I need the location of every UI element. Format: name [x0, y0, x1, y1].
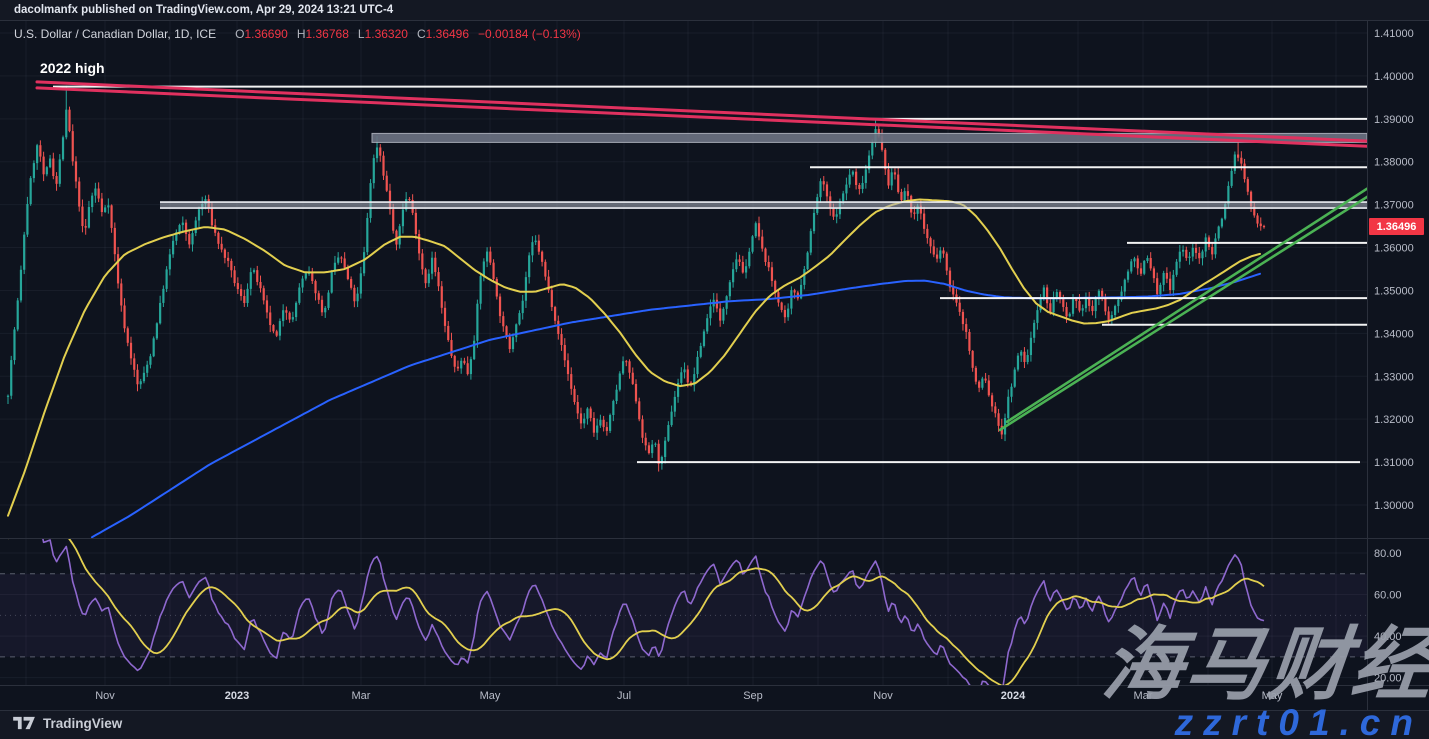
high-label: H [296, 27, 306, 41]
time-axis-label: Nov [873, 690, 893, 702]
price-axis-label: 1.36000 [1374, 243, 1414, 255]
low-label: L [357, 27, 365, 41]
time-axis-label: May [480, 690, 501, 702]
rsi-axis-label: 60.00 [1374, 590, 1402, 602]
rsi-scale[interactable]: 80.00 60.00 40.00 20.00 [1374, 548, 1402, 685]
time-axis-label: Sep [743, 690, 763, 702]
trendline-ascending-support-2 [1005, 187, 1367, 424]
price-axis-label: 1.38000 [1374, 157, 1414, 169]
trendline-ascending-support-1 [998, 195, 1367, 432]
rsi-axis-label: 20.00 [1374, 673, 1402, 685]
time-scale[interactable]: Nov 2023 Mar May Jul Sep Nov 2024 Mar May [95, 690, 1283, 702]
tradingview-logo-icon [13, 716, 35, 730]
attribution-bar: dacolmanfx published on TradingView.com,… [14, 4, 394, 16]
time-axis-label: May [1262, 690, 1283, 702]
rsi-axis-label: 40.00 [1374, 631, 1402, 643]
time-axis-label: 2023 [225, 690, 249, 702]
time-axis-label: 2024 [1001, 690, 1026, 702]
close-label: C [416, 27, 426, 41]
watermark-text: 海马财经 [1098, 620, 1429, 709]
symbol-legend: U.S. Dollar / Canadian Dollar, 1D, ICE O1… [14, 27, 581, 41]
time-axis-label: Mar [1134, 690, 1153, 702]
trendline-descending-resistance-2 [35, 86, 1367, 148]
price-axis-label: 1.30000 [1374, 500, 1414, 512]
price-axis-label: 1.33000 [1374, 371, 1414, 383]
close-value: 1.36496 [425, 27, 470, 41]
time-axis-label: Nov [95, 690, 115, 702]
rsi-line [42, 539, 1265, 685]
tradingview-logo-text: TradingView [43, 716, 123, 731]
price-axis-label: 1.41000 [1374, 28, 1414, 40]
tradingview-logo[interactable]: TradingView [13, 715, 122, 732]
price-axis-label: 1.37000 [1374, 200, 1414, 212]
high-value: 1.36768 [305, 27, 349, 41]
price-axis-label: 1.31000 [1374, 457, 1414, 469]
trendline-descending-resistance-1 [35, 80, 1367, 143]
open-label: O [235, 27, 245, 41]
price-axis-label: 1.39000 [1374, 114, 1414, 126]
support-resistance-drawings [35, 80, 1367, 464]
fast-ma-line [7, 198, 1261, 517]
time-axis-label: Jul [617, 690, 631, 702]
rsi-pane [0, 539, 1367, 685]
low-value: 1.36320 [364, 27, 408, 41]
candlestick-series [6, 85, 1266, 472]
resistance-zone [371, 132, 1367, 143]
rsi-axis-label: 80.00 [1374, 548, 1402, 560]
rsi-ma-line [8, 539, 1265, 685]
price-axis-label: 1.40000 [1374, 71, 1414, 83]
change-value: −0.00184 (−0.13%) [478, 27, 581, 41]
price-axis-label: 1.32000 [1374, 414, 1414, 426]
symbol-title: U.S. Dollar / Canadian Dollar, 1D, ICE [14, 27, 217, 41]
price-scale[interactable]: 1.41000 1.40000 1.39000 1.38000 1.37000 1.360… [1374, 28, 1414, 512]
open-value: 1.36690 [244, 27, 288, 41]
price-axis-label: 1.35000 [1374, 285, 1414, 297]
high-annotation: 2022 high [40, 60, 105, 76]
time-axis-label: Mar [352, 690, 371, 702]
watermark-site-text: zzrt01.cn [1174, 702, 1423, 739]
last-price-badge: 1.36496 [1369, 218, 1424, 235]
price-axis-label: 1.34000 [1374, 328, 1414, 340]
